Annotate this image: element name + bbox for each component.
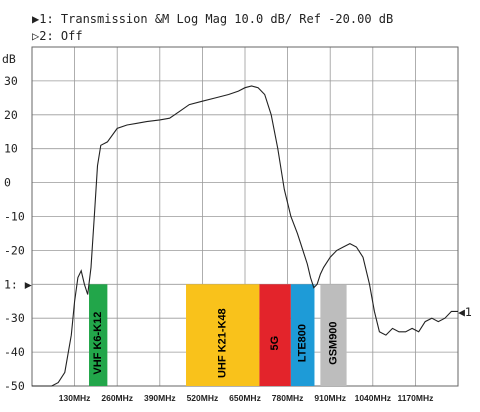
frequency-bands: VHF K6-K12 UHF K21-K48 5G LTE800 GSM900 <box>89 284 347 386</box>
y-tick-label: 20 <box>4 108 18 122</box>
y-tick-label: 1: ▶ <box>4 277 32 291</box>
band-label: 5G <box>269 336 281 351</box>
band-rect <box>290 284 315 386</box>
band-rect <box>320 284 347 386</box>
y-tick-label: 30 <box>4 74 18 88</box>
y-tick-label: 0 <box>4 176 11 190</box>
band-rect <box>259 284 291 386</box>
y-tick-label: -20 <box>4 243 25 257</box>
band-label: LTE800 <box>297 324 309 362</box>
band-label: VHF K6-K12 <box>92 312 104 375</box>
x-tick-label: 390MHz <box>144 393 176 403</box>
band-rect <box>186 284 260 386</box>
x-tick-label: 650MHz <box>229 393 261 403</box>
y-tick-label: 10 <box>4 142 18 156</box>
traces <box>32 85 458 387</box>
x-tick-label: 910MHz <box>314 393 346 403</box>
x-tick-label: 130MHz <box>59 393 91 403</box>
x-tick-label: 1170MHz <box>397 393 433 403</box>
band-rect <box>89 284 108 386</box>
trace2-header: ▷2: Off <box>32 29 83 43</box>
x-tick-label: 260MHz <box>101 393 133 403</box>
transmission-trace <box>32 85 458 387</box>
y-tick-label: -10 <box>4 210 25 224</box>
trace-marker-right: ◀1 <box>458 305 472 319</box>
y-tick-label: -50 <box>4 379 25 393</box>
x-tick-label: 780MHz <box>272 393 304 403</box>
y-tick-label: -30 <box>4 311 25 325</box>
trace1-header: ▶1: Transmission &M Log Mag 10.0 dB/ Ref… <box>32 12 393 26</box>
x-tick-label: 520MHz <box>187 393 219 403</box>
band-label: GSM900 <box>327 321 339 364</box>
tick-labels: 30 20 10 0 -10 -20 1: ▶ -30 -40 -50 130MHz 260MHz 39… <box>4 74 433 403</box>
x-tick-label: 1040MHz <box>355 393 391 403</box>
y-tick-label: -40 <box>4 345 25 359</box>
band-label: UHF K21-K48 <box>217 308 229 378</box>
y-axis-unit: dB <box>2 52 16 66</box>
